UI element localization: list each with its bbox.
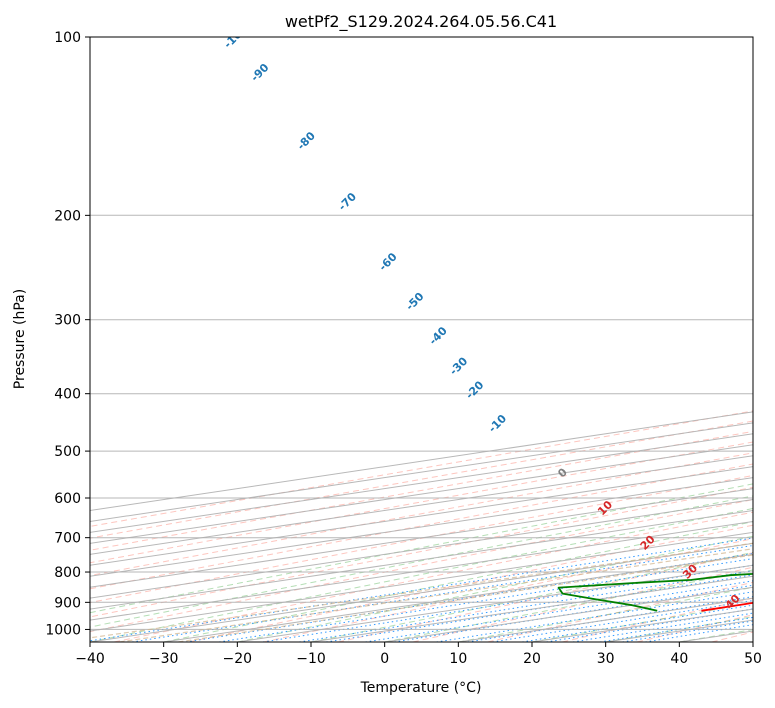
y-tick-label: 200: [54, 208, 81, 224]
isotherm-line: [90, 433, 753, 533]
x-tick-label: −10: [296, 651, 326, 667]
x-tick-label: 0: [380, 651, 389, 667]
y-tick-label: 900: [54, 595, 81, 611]
moist-adiabat-line: [90, 483, 753, 614]
isopleth-label: 0: [555, 465, 570, 480]
moist-adiabat-line: [237, 535, 753, 642]
mixing-ratio-line: [492, 599, 753, 642]
isotherm-line: [90, 422, 753, 522]
dry-adiabat-line: [562, 597, 753, 642]
isopleth-label: -10: [486, 412, 509, 435]
isotherm-line: [458, 597, 753, 642]
isotherm-line: [90, 455, 753, 555]
isotherm-line: [90, 488, 753, 588]
isopleth-label: -80: [295, 129, 318, 152]
mixing-ratio-line: [467, 596, 753, 642]
moist-adiabat-line: [458, 586, 753, 642]
isotherm-line: [679, 630, 753, 642]
isopleth-label: -60: [376, 250, 399, 273]
isotherm-line: [90, 411, 753, 511]
isotherm-line: [90, 499, 753, 599]
dry-adiabat-line: [711, 631, 753, 642]
sounding-line: [701, 601, 753, 612]
plot-frame: [89, 36, 754, 643]
dry-adiabat-line: [487, 581, 753, 642]
x-tick-label: −20: [223, 651, 253, 667]
moist-adiabats: [90, 483, 753, 642]
isotherm-line: [752, 641, 753, 642]
dry-adiabat-line: [90, 420, 753, 539]
y-tick-label: 100: [54, 30, 81, 46]
y-axis: 100 200 300 400 500 600 700 800 900 1000: [45, 30, 90, 638]
isotherm-line: [90, 531, 753, 632]
dry-adiabats: [90, 410, 753, 642]
dry-adiabat-line: [90, 452, 753, 577]
sounding-profiles: [557, 572, 753, 612]
y-axis-label: Pressure (hPa): [12, 289, 28, 389]
isotherm-line: [310, 575, 753, 642]
dry-adiabat-line: [90, 430, 753, 551]
dry-adiabat-line: [90, 410, 753, 527]
x-tick-label: 10: [449, 651, 467, 667]
chart-title: wetPf2_S129.2024.264.05.56.C41: [285, 12, 557, 32]
isopleth-label: -40: [427, 324, 450, 347]
y-tick-label: 400: [54, 387, 81, 403]
dry-adiabat-line: [412, 566, 753, 642]
isopleth-label: -20: [463, 378, 486, 401]
y-tick-label: 500: [54, 444, 81, 460]
moist-adiabat-line: [752, 641, 753, 642]
dry-adiabat-line: [188, 524, 753, 642]
isotherm-line: [90, 466, 753, 566]
lcl-curve: [90, 542, 753, 639]
y-tick-label: 600: [54, 491, 81, 507]
moist-adiabat-line: [384, 569, 753, 642]
isotherm-line: [90, 520, 753, 621]
y-tick-label: 700: [54, 531, 81, 547]
isopleth-label: -50: [403, 290, 426, 313]
moist-adiabat-line: [531, 602, 753, 642]
x-tick-label: −40: [75, 651, 105, 667]
dry-adiabat-line: [90, 486, 753, 618]
lcl-curves: [90, 542, 753, 642]
isotherm-line: [90, 444, 753, 544]
dry-adiabat-line: [113, 511, 753, 642]
dry-adiabat-line: [636, 614, 753, 642]
pressure-gridlines: [90, 37, 753, 630]
isopleth-label: -70: [336, 190, 359, 213]
x-tick-label: −30: [149, 651, 179, 667]
dry-adiabat-line: [90, 499, 753, 633]
isotherms: [90, 411, 753, 642]
isopleth-label: 20: [638, 532, 658, 552]
x-tick-label: 20: [523, 651, 541, 667]
isotherm-line: [90, 477, 753, 577]
mixing-ratio-line: [185, 553, 753, 642]
sounding-line: [557, 572, 753, 612]
x-axis-label: Temperature (°C): [360, 680, 482, 696]
isotherm-line: [90, 509, 753, 610]
dry-adiabat-line: [90, 474, 753, 604]
mixing-ratio-line: [436, 591, 753, 642]
isopleth-label: -30: [447, 354, 470, 377]
y-tick-label: 300: [54, 313, 81, 329]
moist-adiabat-line: [163, 521, 753, 642]
dry-adiabat-line: [90, 441, 753, 564]
dry-adiabat-line: [90, 463, 753, 590]
isopleth-labels: -100-90-80-70-60-50-40-30-20-100.10.20.4…: [221, 37, 743, 612]
isopleth-label: -90: [248, 61, 271, 84]
isopleth-label: 40: [723, 592, 743, 612]
x-tick-label: 30: [597, 651, 615, 667]
x-axis: −40 −30 −20 −10 0 10 20 30 40 50: [75, 642, 762, 667]
isotherm-line: [605, 619, 753, 642]
y-tick-label: 800: [54, 565, 81, 581]
y-tick-label: 1000: [45, 622, 81, 638]
x-tick-label: 40: [670, 651, 688, 667]
x-tick-label: 50: [744, 651, 762, 667]
